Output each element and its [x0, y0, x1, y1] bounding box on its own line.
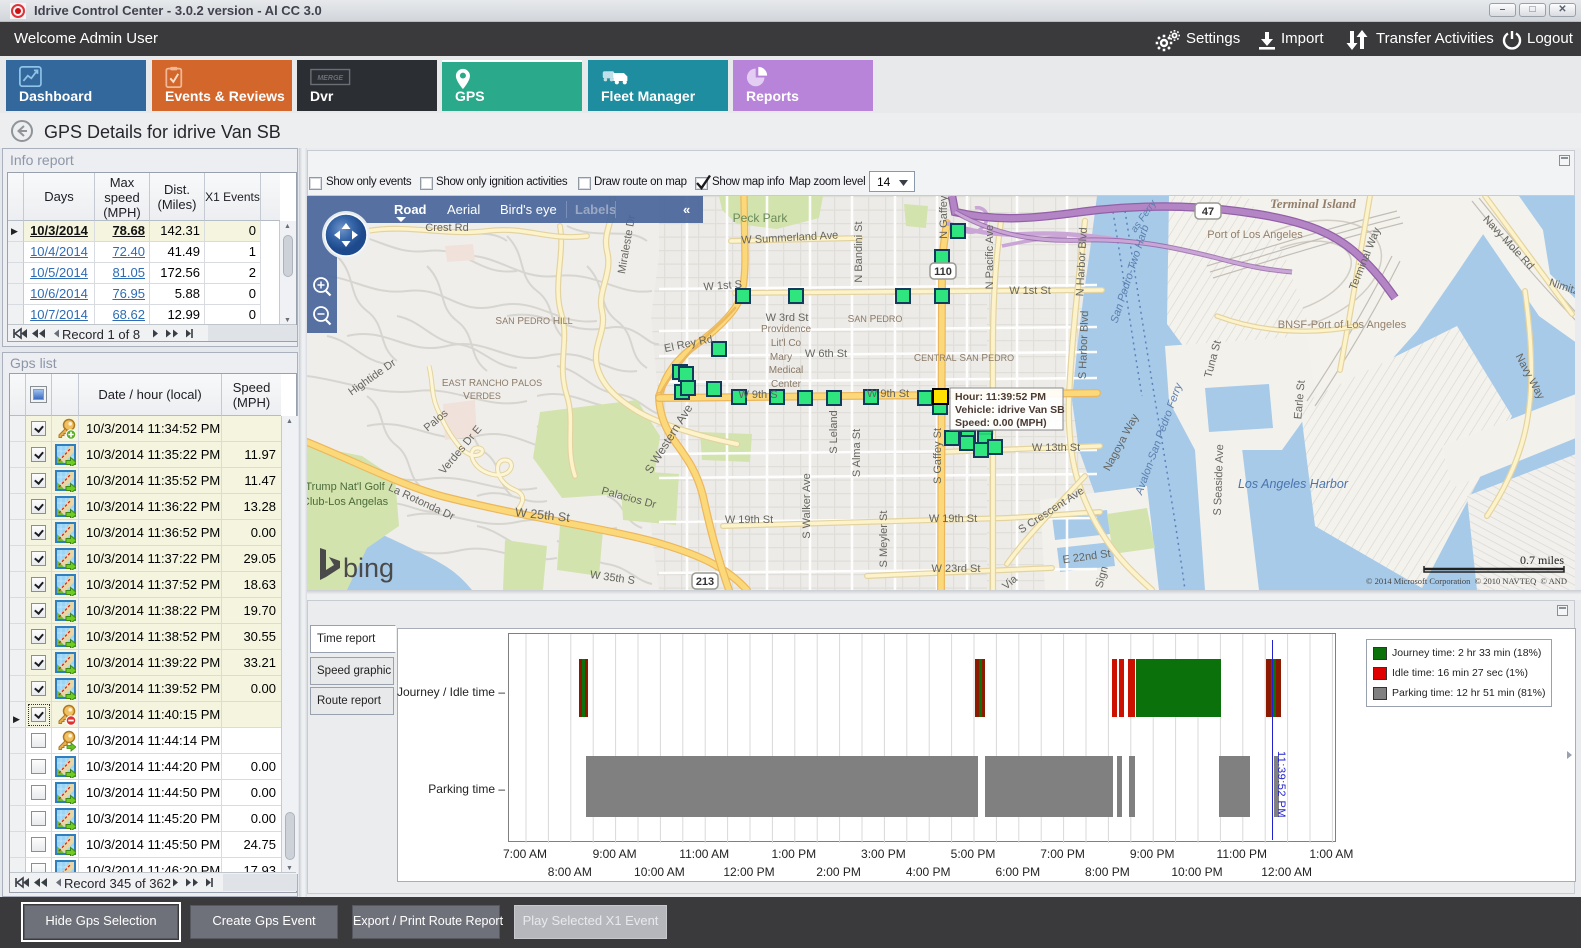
- svg-text:W 23rd St: W 23rd St: [932, 563, 981, 575]
- svg-text:Trump Nat'l Golf: Trump Nat'l Golf: [307, 481, 386, 493]
- svg-text:Hour: 11:39:52 PM: Hour: 11:39:52 PM: [955, 391, 1046, 403]
- svg-text:W 1st St: W 1st St: [1009, 285, 1051, 297]
- svg-text:Sign: Sign: [1093, 565, 1110, 589]
- svg-text:Speed: 0.00 (MPH): Speed: 0.00 (MPH): [955, 417, 1047, 429]
- svg-text:N Bandini St: N Bandini St: [853, 221, 865, 282]
- svg-text:Providence: Providence: [761, 324, 811, 335]
- svg-text:W 1st S: W 1st S: [703, 279, 742, 294]
- svg-text:213: 213: [696, 576, 714, 588]
- svg-text:Terminal Island: Terminal Island: [1270, 196, 1356, 211]
- svg-text:W 19th St: W 19th St: [929, 513, 977, 525]
- svg-text:W 6th St: W 6th St: [805, 348, 847, 360]
- svg-text:S Walker Ave: S Walker Ave: [801, 473, 813, 538]
- svg-text:VERDES: VERDES: [463, 391, 501, 402]
- svg-text:Port of Los Angeles: Port of Los Angeles: [1207, 229, 1303, 241]
- svg-text:EAST RANCHO PALOS: EAST RANCHO PALOS: [442, 378, 542, 389]
- svg-text:Mary: Mary: [770, 352, 792, 363]
- svg-text:47: 47: [1202, 206, 1214, 218]
- svg-text:Peck Park: Peck Park: [733, 211, 789, 225]
- svg-text:Aerial: Aerial: [447, 202, 480, 217]
- svg-text:S Seaside Ave: S Seaside Ave: [1212, 444, 1226, 516]
- svg-text:110: 110: [934, 266, 952, 278]
- svg-text:W 19th St: W 19th St: [725, 514, 773, 526]
- svg-text:bing: bing: [343, 553, 394, 583]
- svg-text:W 25th St: W 25th St: [514, 505, 571, 525]
- svg-text:«: «: [683, 202, 690, 217]
- svg-text:W 9th S: W 9th S: [738, 389, 777, 401]
- svg-text:Bird's eye: Bird's eye: [500, 202, 557, 217]
- svg-text:0.7 miles: 0.7 miles: [1520, 553, 1564, 567]
- svg-text:Center: Center: [771, 379, 802, 390]
- svg-text:W Summerland Ave: W Summerland Ave: [741, 229, 839, 246]
- svg-text:MERGE: MERGE: [317, 75, 343, 82]
- svg-text:N Pacific Ave: N Pacific Ave: [984, 225, 996, 290]
- svg-text:S Leland: S Leland: [828, 410, 840, 453]
- svg-text:S Harbor Blvd: S Harbor Blvd: [1077, 310, 1091, 379]
- svg-text:S Gaffey St: S Gaffey St: [932, 428, 944, 484]
- svg-text:N Harbor Blvd: N Harbor Blvd: [1074, 227, 1090, 297]
- svg-text:Vehicle: idrive Van SB: Vehicle: idrive Van SB: [955, 404, 1065, 416]
- svg-text:W 13th St: W 13th St: [1032, 442, 1080, 454]
- svg-text:Lit'l Co: Lit'l Co: [771, 338, 802, 349]
- svg-text:S Alma St: S Alma St: [851, 429, 863, 477]
- svg-text:Los Angeles Harbor: Los Angeles Harbor: [1238, 477, 1349, 491]
- svg-text:W 9th St: W 9th St: [867, 388, 909, 400]
- svg-text:Club-Los Angelas: Club-Los Angelas: [307, 496, 389, 508]
- svg-text:Medical: Medical: [769, 365, 803, 376]
- svg-text:S Meyler St: S Meyler St: [878, 511, 890, 568]
- svg-text:SAN PEDRO: SAN PEDRO: [848, 314, 903, 325]
- svg-text:N Gaffey S: N Gaffey S: [938, 196, 950, 239]
- svg-text:BNSF-Port of Los Angeles: BNSF-Port of Los Angeles: [1278, 319, 1407, 331]
- svg-text:Earle St: Earle St: [1292, 380, 1307, 420]
- svg-text:Crest Rd: Crest Rd: [425, 222, 468, 234]
- svg-text:Labels: Labels: [575, 202, 616, 217]
- svg-text:CENTRAL SAN PEDRO: CENTRAL SAN PEDRO: [914, 353, 1014, 364]
- svg-text:© 2014 Microsoft Corporation: © 2014 Microsoft Corporation © 2010 NAVT…: [1366, 576, 1567, 586]
- svg-text:Road: Road: [394, 202, 427, 217]
- svg-text:SAN PEDRO HILL: SAN PEDRO HILL: [495, 316, 572, 327]
- svg-text:W 3rd St: W 3rd St: [766, 312, 809, 324]
